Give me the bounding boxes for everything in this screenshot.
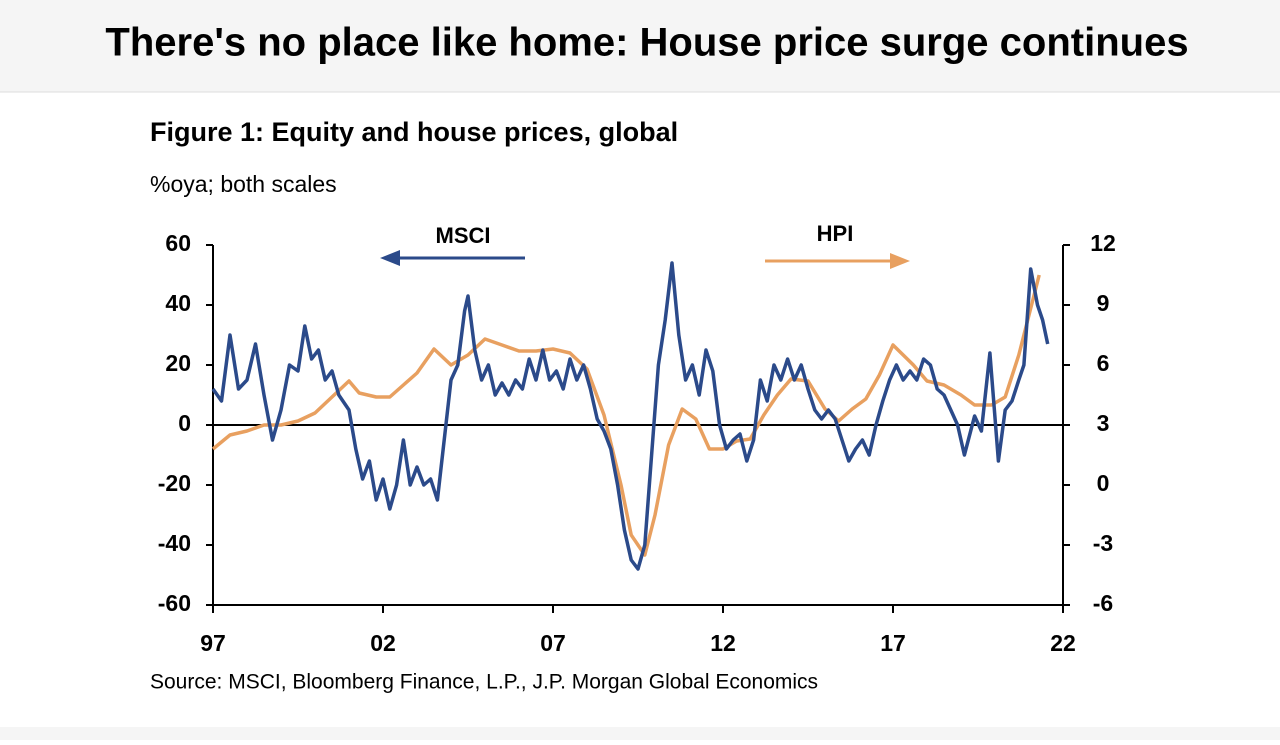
x-tick-label: 97 (200, 630, 226, 656)
y-tick-label: -60 (158, 590, 191, 616)
y2-tick-label: -3 (1093, 530, 1113, 556)
series-line (211, 274, 1041, 557)
footer-band (0, 727, 1280, 740)
header-band (0, 0, 1280, 92)
y2-tick-label: 9 (1097, 290, 1110, 316)
x-tick-label: 07 (540, 630, 566, 656)
x-tick-label: 12 (710, 630, 736, 656)
x-tick-label: 17 (880, 630, 906, 656)
y-tick-label: 0 (178, 410, 191, 436)
arrow-head (890, 253, 910, 269)
page-title: There's no place like home: House price … (105, 21, 1188, 65)
arrow-head (380, 250, 400, 266)
y2-tick-label: 6 (1097, 350, 1110, 376)
y-tick-label: -40 (158, 530, 191, 556)
y-tick-label: 20 (165, 350, 191, 376)
annotation: MSCI (436, 223, 491, 248)
y-tick-label: 60 (165, 230, 191, 256)
y2-tick-label: -6 (1093, 590, 1113, 616)
y2-tick-label: 12 (1090, 230, 1116, 256)
annotation: HPI (817, 221, 854, 246)
y2-tick-label: 0 (1097, 470, 1110, 496)
y-tick-label: -20 (158, 470, 191, 496)
x-tick-label: 02 (370, 630, 396, 656)
chart-subtitle: %oya; both scales (150, 171, 337, 197)
source-note: Source: MSCI, Bloomberg Finance, L.P., J… (150, 671, 818, 694)
series-line (211, 261, 1050, 571)
chart-title: Figure 1: Equity and house prices, globa… (150, 117, 678, 147)
y-tick-label: 40 (165, 290, 191, 316)
x-tick-label: 22 (1050, 630, 1076, 656)
y2-tick-label: 3 (1097, 410, 1110, 436)
